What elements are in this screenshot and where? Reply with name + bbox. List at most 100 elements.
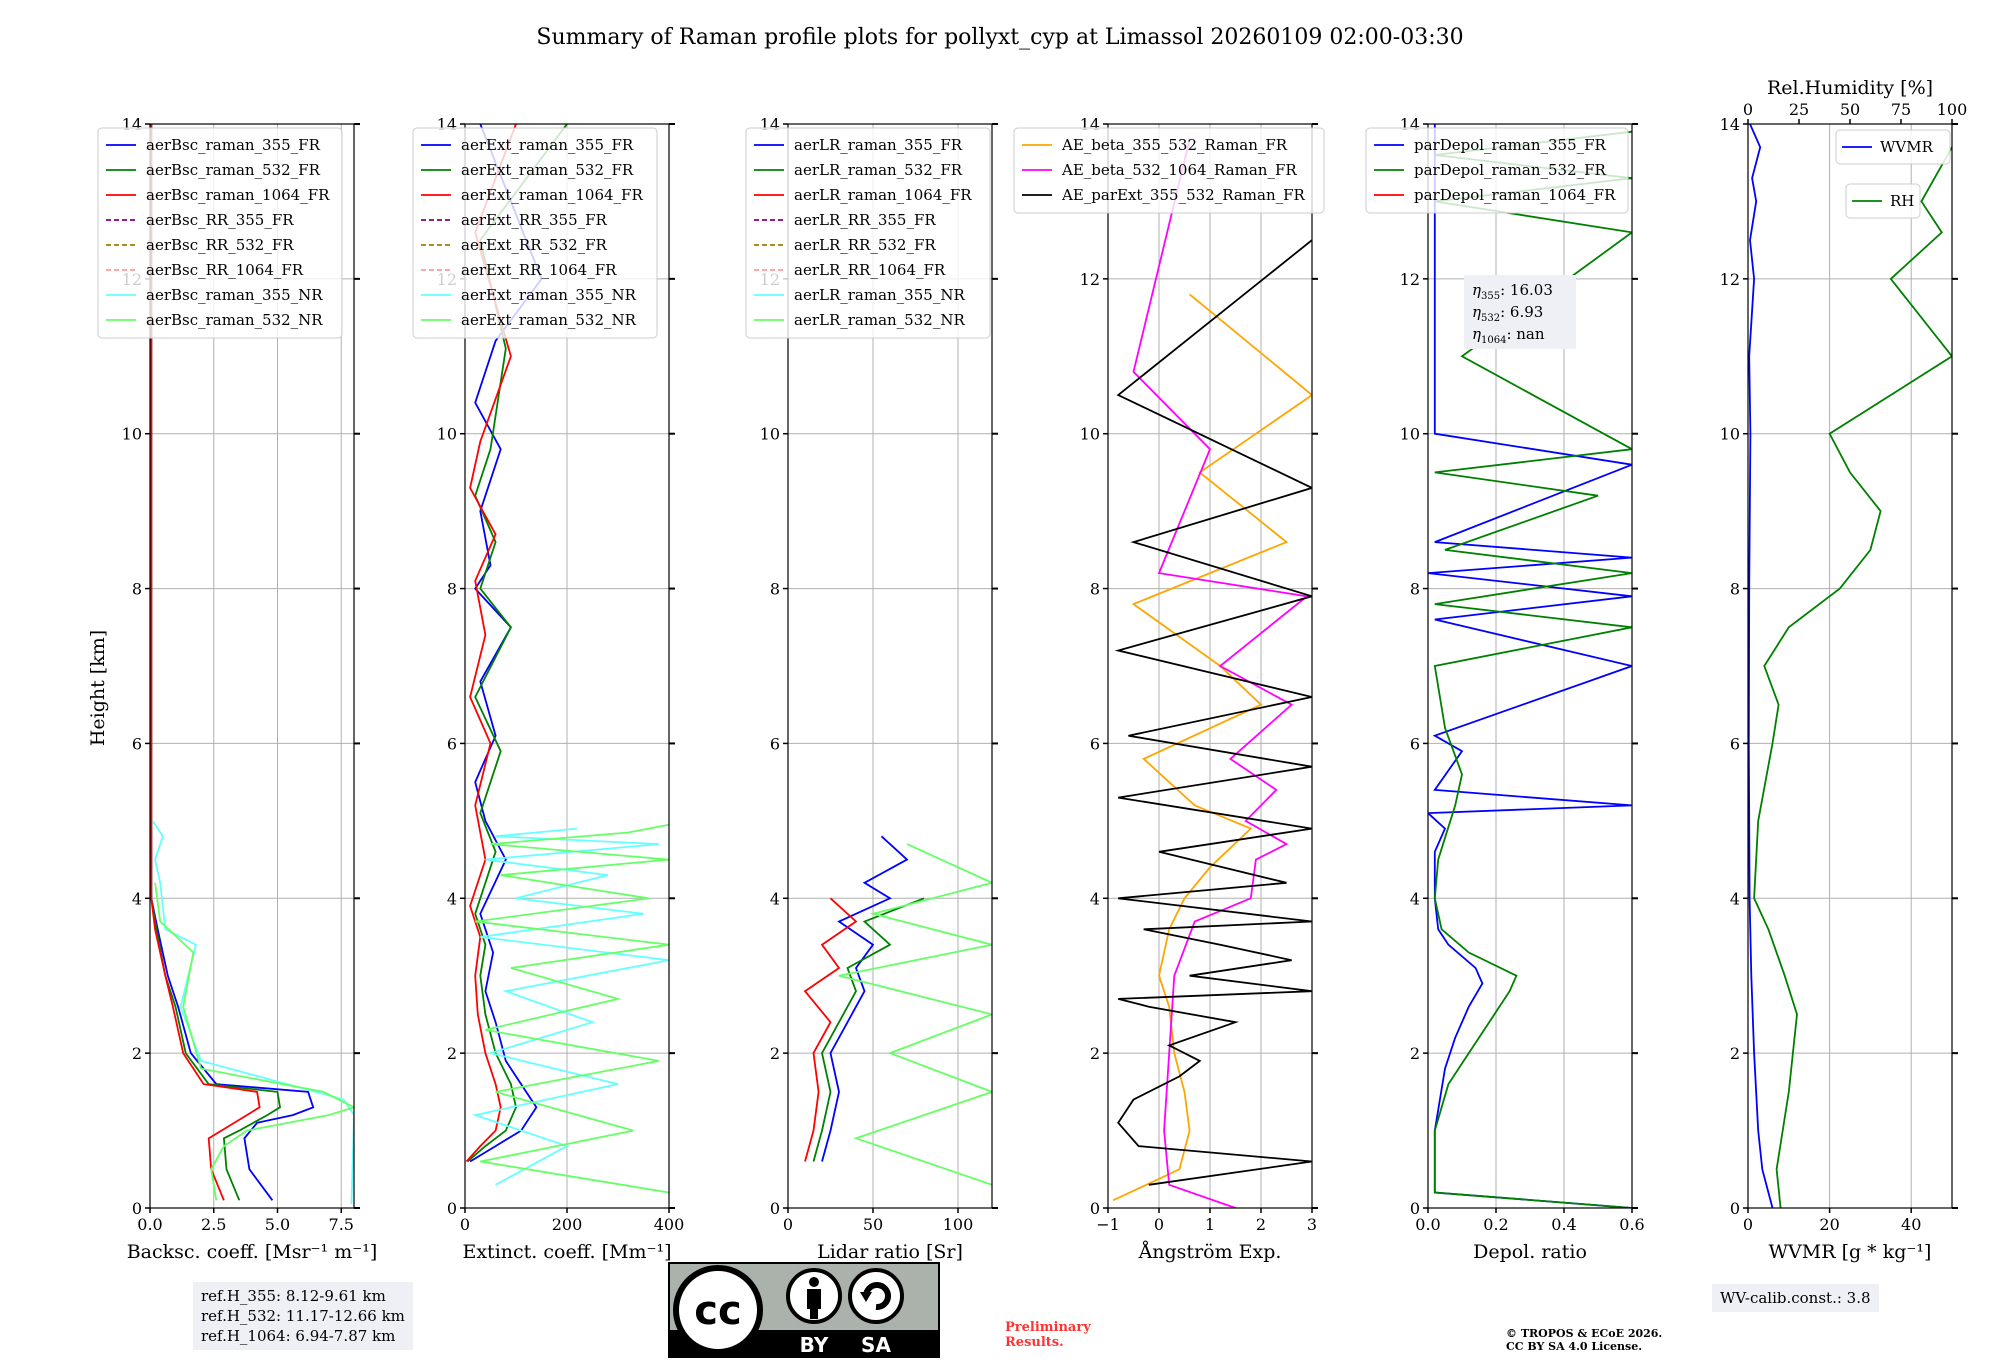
legend-label: aerLR_raman_1064_FR [794,186,972,204]
y-tick-label: 6 [132,734,142,753]
legend-label: aerExt_raman_1064_FR [461,186,643,204]
legend-box [1013,127,1325,214]
x-tick-label: 200 [552,1215,583,1234]
figure-title: Summary of Raman profile plots for polly… [536,25,1463,50]
depol-annotation-355: η355: 16.03 [1472,281,1553,302]
series-line-AE_beta_355_532_Raman_FR [1112,293,1312,1202]
legend-label: parDepol_raman_532_FR [1414,161,1607,179]
y-tick-label: 8 [1730,580,1740,599]
x-tick-label: 2.5 [201,1215,226,1234]
x-axis-label: WVMR [g * kg⁻¹] [1769,1241,1932,1263]
y-tick-label: 0 [1410,1199,1420,1218]
y-tick-label: 12 [1720,270,1740,289]
eta-subscript: 355 [1481,291,1500,302]
y-tick-label: 6 [447,734,457,753]
y-tick-label: 4 [770,889,780,908]
ref-height-355: ref.H_355: 8.12-9.61 km [201,1287,386,1305]
x-tick-label: 50 [863,1215,883,1234]
y-tick-label: 12 [1400,270,1420,289]
depol-annotation-1064: η1064: nan [1472,325,1545,346]
legend-label: aerLR_RR_355_FR [794,211,936,229]
legend-label: aerExt_RR_355_FR [461,211,608,229]
legend: aerLR_raman_355_FR aerLR_raman_532_FR aerL… [745,127,991,339]
top-x-tick-label: 75 [1891,100,1911,119]
x-axis-label: Ångström Exp. [1138,1241,1282,1263]
y-tick-label: 0 [1730,1199,1740,1218]
series-line-WVMR [1748,124,1774,1208]
x-tick-label: 0 [1154,1215,1164,1234]
y-tick-label: 4 [447,889,457,908]
series-line-aerLR_raman_1064_FR [803,897,858,1162]
y-tick-label: 10 [1400,425,1420,444]
x-axis-label: Lidar ratio [Sr] [817,1241,963,1263]
x-tick-label: −1 [1096,1215,1120,1234]
y-tick-label: 10 [760,425,780,444]
legend-label: aerExt_raman_355_FR [461,136,634,154]
y-tick-label: 0 [1090,1199,1100,1218]
legend: WVMR RH [1835,129,1951,219]
cc-license-logo: cc BY SA [668,1262,940,1358]
y-tick-label: 10 [1720,425,1740,444]
panel-2: 024681012140200400Extinct. coeff. [Mm⁻¹]… [412,115,685,1263]
series-line-parDepol_raman_355_FR [1428,124,1632,1208]
legend-label: aerLR_RR_532_FR [794,236,936,254]
legend-label: aerLR_raman_355_NR [794,286,965,304]
panel-3: 02468101214050100Lidar ratio [Sr]aerLR_r… [745,115,998,1263]
x-tick-label: 0 [460,1215,470,1234]
eta-subscript: 532 [1481,313,1500,324]
legend-box [1835,129,1951,165]
eta-value: : nan [1506,325,1544,343]
x-tick-label: 3 [1307,1215,1317,1234]
x-tick-label: 0 [783,1215,793,1234]
y-tick-label: 6 [1410,734,1420,753]
series-line-aerLR_raman_355_FR [821,835,909,1162]
legend-label: aerBsc_raman_532_FR [146,161,321,179]
y-tick-label: 10 [122,425,142,444]
legend-box [745,127,991,339]
x-tick-label: 0.4 [1551,1215,1576,1234]
legend-label: aerLR_raman_532_NR [794,311,965,329]
legend-label: aerBsc_raman_355_FR [146,136,321,154]
legend-box [1845,183,1921,219]
legend-label: AE_parExt_355_532_Raman_FR [1061,186,1306,204]
eta-subscript: 1064 [1481,335,1506,346]
legend-label: parDepol_raman_1064_FR [1414,186,1616,204]
x-tick-label: 40 [1901,1215,1921,1234]
legend-label: parDepol_raman_355_FR [1414,136,1607,154]
legend-label: aerBsc_RR_355_FR [146,211,294,229]
ref-height-1064: ref.H_1064: 6.94-7.87 km [201,1327,396,1345]
y-tick-label: 2 [1090,1044,1100,1063]
depol-annotation-532: η532: 6.93 [1472,303,1543,324]
reference-height-box: ref.H_355: 8.12-9.61 km ref.H_532: 11.17… [193,1282,413,1350]
eta-symbol: η [1472,281,1481,299]
series-line-aerBsc_raman_355_NR [151,820,354,1205]
series-line-RH [1753,146,1952,1208]
y-tick-label: 10 [1080,425,1100,444]
series-line-aerLR_raman_532_NR [838,843,992,1186]
y-tick-label: 4 [1410,889,1420,908]
series-line-aerExt_raman_1064_FR [465,124,517,1163]
legend-label: aerBsc_RR_1064_FR [146,261,304,279]
copyright-line-2: CC BY SA 4.0 License. [1506,1340,1643,1353]
x-tick-label: 0.0 [1415,1215,1440,1234]
copyright-note: © TROPOS & ECoE 2026. CC BY SA 4.0 Licen… [1506,1327,1662,1353]
series-group [150,124,354,1205]
y-tick-label: 4 [1730,889,1740,908]
x-tick-label: 400 [654,1215,685,1234]
wv-calibration-constant: WV-calib.const.: 3.8 [1712,1284,1879,1312]
eta-symbol: η [1472,303,1481,321]
legend-label: aerExt_raman_532_FR [461,161,634,179]
x-tick-label: 2 [1256,1215,1266,1234]
x-tick-label: 0.0 [137,1215,162,1234]
series-group [1112,139,1312,1208]
x-tick-label: 20 [1819,1215,1839,1234]
copyright-line-1: © TROPOS & ECoE 2026. [1506,1327,1663,1340]
top-x-tick-label: 25 [1789,100,1809,119]
series-line-AE_parExt_355_532_Raman_FR [1114,239,1312,1186]
legend: AE_beta_355_532_Raman_FR AE_beta_532_1064… [1013,127,1325,214]
series-line-AE_beta_532_1064_Raman_FR [1132,139,1310,1208]
y-axis-label: Height [km] [87,630,109,746]
